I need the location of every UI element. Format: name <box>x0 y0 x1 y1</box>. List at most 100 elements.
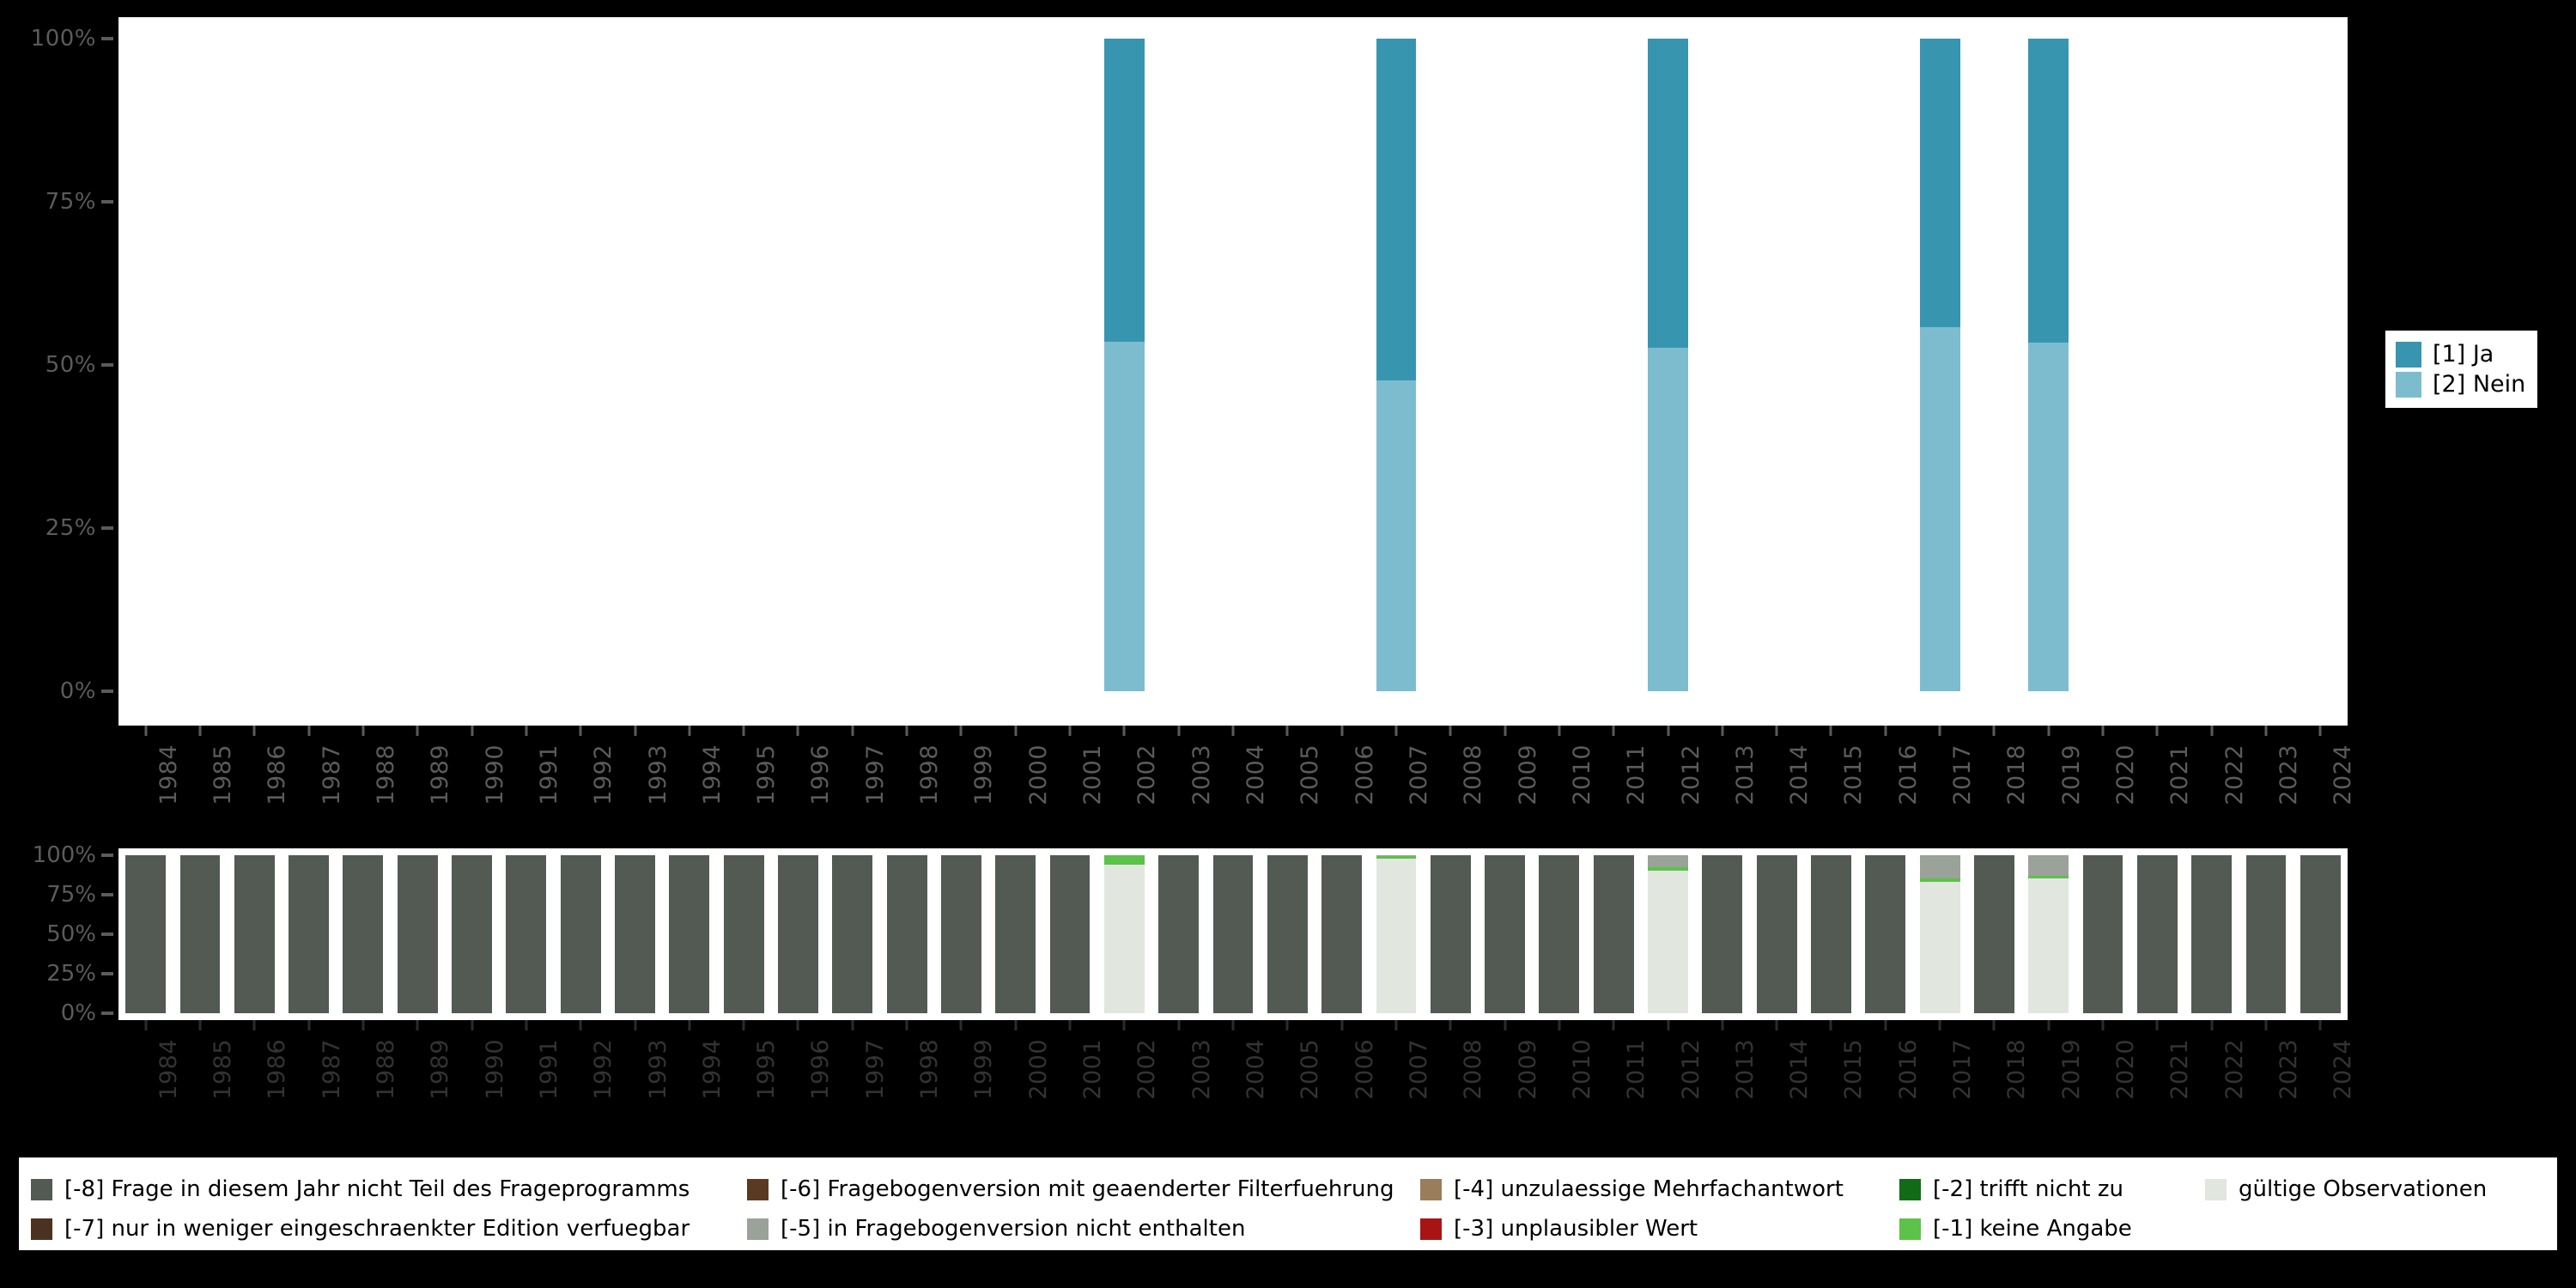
flag-legend-item[interactable]: gültige Observationen <box>2205 1176 2487 1202</box>
availability-x-tick-label-1999: 1999 <box>970 1039 998 1100</box>
availability-bar-1999 <box>940 855 981 1013</box>
flag-legend-swatch-icon <box>747 1218 769 1240</box>
availability-segment--8-frage-in-diesem-jahr-nicht-teil-des-frageprogramms <box>234 855 275 1013</box>
availability-x-tick-label-2003: 2003 <box>1188 1039 1215 1100</box>
availability-bar-2013 <box>1702 855 1743 1013</box>
main-y-axis: 0% 25% 50% 75% 100% <box>0 17 118 726</box>
main-x-tick-label-1985: 1985 <box>209 744 236 805</box>
availability-bar-2017 <box>1919 855 1960 1013</box>
availability-x-tick-label-1990: 1990 <box>481 1039 508 1100</box>
flag-legend-swatch-icon <box>2205 1178 2227 1200</box>
availability-x-tick-mark-2020 <box>2101 1020 2105 1030</box>
availability-segment--8-frage-in-diesem-jahr-nicht-teil-des-frageprogramms <box>1811 855 1851 1013</box>
availability-x-tick-label-2004: 2004 <box>1242 1039 1269 1100</box>
availability-plot-area <box>118 855 2348 1013</box>
series-legend-item-0[interactable]: [1] Ja <box>2396 341 2525 368</box>
availability-x-tick-mark-2013 <box>1721 1020 1724 1030</box>
availability-bar-2001 <box>1049 855 1091 1013</box>
flag-legend-item[interactable]: [-4] unzulaessige Mehrfachantwort <box>1420 1176 1844 1202</box>
availability-segment--8-frage-in-diesem-jahr-nicht-teil-des-frageprogramms <box>560 855 601 1013</box>
availability-bar-2009 <box>1485 855 1525 1013</box>
availability-x-tick-mark-2016 <box>1884 1020 1887 1030</box>
availability-x-tick-mark-2006 <box>1340 1020 1344 1030</box>
flag-legend-label: [-5] in Fragebogenversion nicht enthalte… <box>781 1216 1246 1242</box>
main-bar-2012 <box>1648 39 1688 691</box>
main-x-tick-mark-1997 <box>851 726 854 736</box>
main-x-tick-mark-2019 <box>2047 726 2050 736</box>
flag-legend-item[interactable]: [-1] keine Angabe <box>1899 1216 2132 1242</box>
main-x-tick-mark-1985 <box>198 726 202 736</box>
availability-segment-g-ltige-observationen <box>1919 881 1960 1013</box>
availability-segment--8-frage-in-diesem-jahr-nicht-teil-des-frageprogramms <box>995 855 1036 1013</box>
availability-segment--8-frage-in-diesem-jahr-nicht-teil-des-frageprogramms <box>125 855 167 1013</box>
main-x-axis: 1984 1985 1986 1987 1988 1989 1990 1991 1992 1993… <box>118 726 2356 837</box>
availability-segment--8-frage-in-diesem-jahr-nicht-teil-des-frageprogramms <box>1539 855 1580 1013</box>
flag-legend-item[interactable]: [-5] in Fragebogenversion nicht enthalte… <box>747 1216 1245 1242</box>
main-y-tick-mark <box>101 690 113 693</box>
main-x-tick-mark-2002 <box>1122 726 1126 736</box>
availability-bar-1995 <box>723 855 764 1013</box>
flag-legend-row-2: [-7] nur in weniger eingeschraenkter Edi… <box>19 1209 2557 1249</box>
flag-legend-item[interactable]: [-2] trifft nicht zu <box>1899 1176 2123 1202</box>
availability-x-tick-label-2019: 2019 <box>2057 1039 2085 1100</box>
availability-x-tick-mark-2010 <box>1558 1020 1561 1030</box>
main-x-tick-label-2011: 2011 <box>1623 744 1650 805</box>
main-x-tick-mark-2009 <box>1504 726 1507 736</box>
availability-x-tick-label-1984: 1984 <box>155 1039 182 1100</box>
main-x-tick-label-1994: 1994 <box>698 744 726 805</box>
main-y-tick-mark <box>101 526 113 530</box>
availability-x-tick-label-2005: 2005 <box>1297 1039 1324 1100</box>
main-x-tick-label-2015: 2015 <box>1840 744 1868 805</box>
main-x-tick-label-2006: 2006 <box>1351 744 1378 805</box>
main-x-tick-label-2014: 2014 <box>1786 744 1814 805</box>
availability-y-tick-mark <box>101 854 113 857</box>
series-legend-item-1[interactable]: [2] Nein <box>2396 371 2525 398</box>
availability-bar-1987 <box>289 855 330 1013</box>
availability-y-tick-label-0%: 0% <box>60 1000 96 1026</box>
availability-x-tick-mark-1992 <box>579 1020 582 1030</box>
main-x-tick-mark-2011 <box>1612 726 1615 736</box>
availability-bar-2019 <box>2028 855 2069 1013</box>
flag-legend-swatch-icon <box>747 1178 769 1200</box>
availability-x-tick-mark-1989 <box>416 1020 419 1030</box>
availability-x-axis: 1984 1985 1986 1987 1988 1989 1990 1991 1992 1993… <box>118 1020 2356 1132</box>
availability-segment--1-keine-angabe <box>1103 855 1145 866</box>
flag-legend-label: [-8] Frage in diesem Jahr nicht Teil des… <box>64 1176 690 1202</box>
main-x-tick-label-1998: 1998 <box>916 744 944 805</box>
availability-segment--1-keine-angabe <box>2028 875 2069 879</box>
series-legend-label: [2] Nein <box>2433 371 2526 398</box>
main-y-tick-label-50%: 50% <box>45 352 96 378</box>
availability-chart-panel <box>118 848 2348 1020</box>
main-x-tick-mark-1986 <box>252 726 256 736</box>
availability-segment--1-keine-angabe <box>1376 856 1417 859</box>
availability-x-tick-label-2017: 2017 <box>1949 1039 1977 1100</box>
flag-legend-item[interactable]: [-3] unplausibler Wert <box>1420 1216 1698 1242</box>
main-x-tick-label-1986: 1986 <box>264 744 291 805</box>
main-plot-area <box>118 39 2348 691</box>
availability-x-tick-label-1994: 1994 <box>698 1039 726 1100</box>
availability-x-tick-label-2009: 2009 <box>1514 1039 1541 1100</box>
flag-legend-item[interactable]: [-7] nur in weniger eingeschraenkter Edi… <box>31 1216 690 1242</box>
main-x-tick-label-2008: 2008 <box>1460 744 1487 805</box>
availability-x-tick-mark-2015 <box>1829 1020 1832 1030</box>
main-x-tick-mark-2006 <box>1340 726 1344 736</box>
flag-legend-swatch-icon <box>1899 1218 1921 1240</box>
availability-bar-1991 <box>506 855 547 1013</box>
main-x-tick-mark-1987 <box>307 726 311 736</box>
availability-segment-g-ltige-observationen <box>1648 871 1688 1013</box>
availability-segment-g-ltige-observationen <box>1103 865 1145 1013</box>
availability-segment--8-frage-in-diesem-jahr-nicht-teil-des-frageprogramms <box>1756 855 1797 1013</box>
main-x-tick-label-1993: 1993 <box>644 744 671 805</box>
availability-x-tick-label-2002: 2002 <box>1133 1039 1161 1100</box>
availability-y-tick-mark <box>101 893 113 896</box>
flag-legend-item[interactable]: [-8] Frage in diesem Jahr nicht Teil des… <box>31 1176 690 1202</box>
flag-legend-item[interactable]: [-6] Fragebogenversion mit geaenderter F… <box>747 1176 1394 1202</box>
availability-x-tick-mark-1991 <box>525 1020 528 1030</box>
flag-legend-label: [-4] unzulaessige Mehrfachantwort <box>1454 1176 1844 1202</box>
main-x-tick-label-1997: 1997 <box>861 744 889 805</box>
main-x-tick-mark-2010 <box>1558 726 1561 736</box>
main-x-tick-label-2018: 2018 <box>2003 744 2031 805</box>
flag-legend-label: [-1] keine Angabe <box>1933 1216 2132 1242</box>
availability-bar-2021 <box>2136 855 2178 1013</box>
